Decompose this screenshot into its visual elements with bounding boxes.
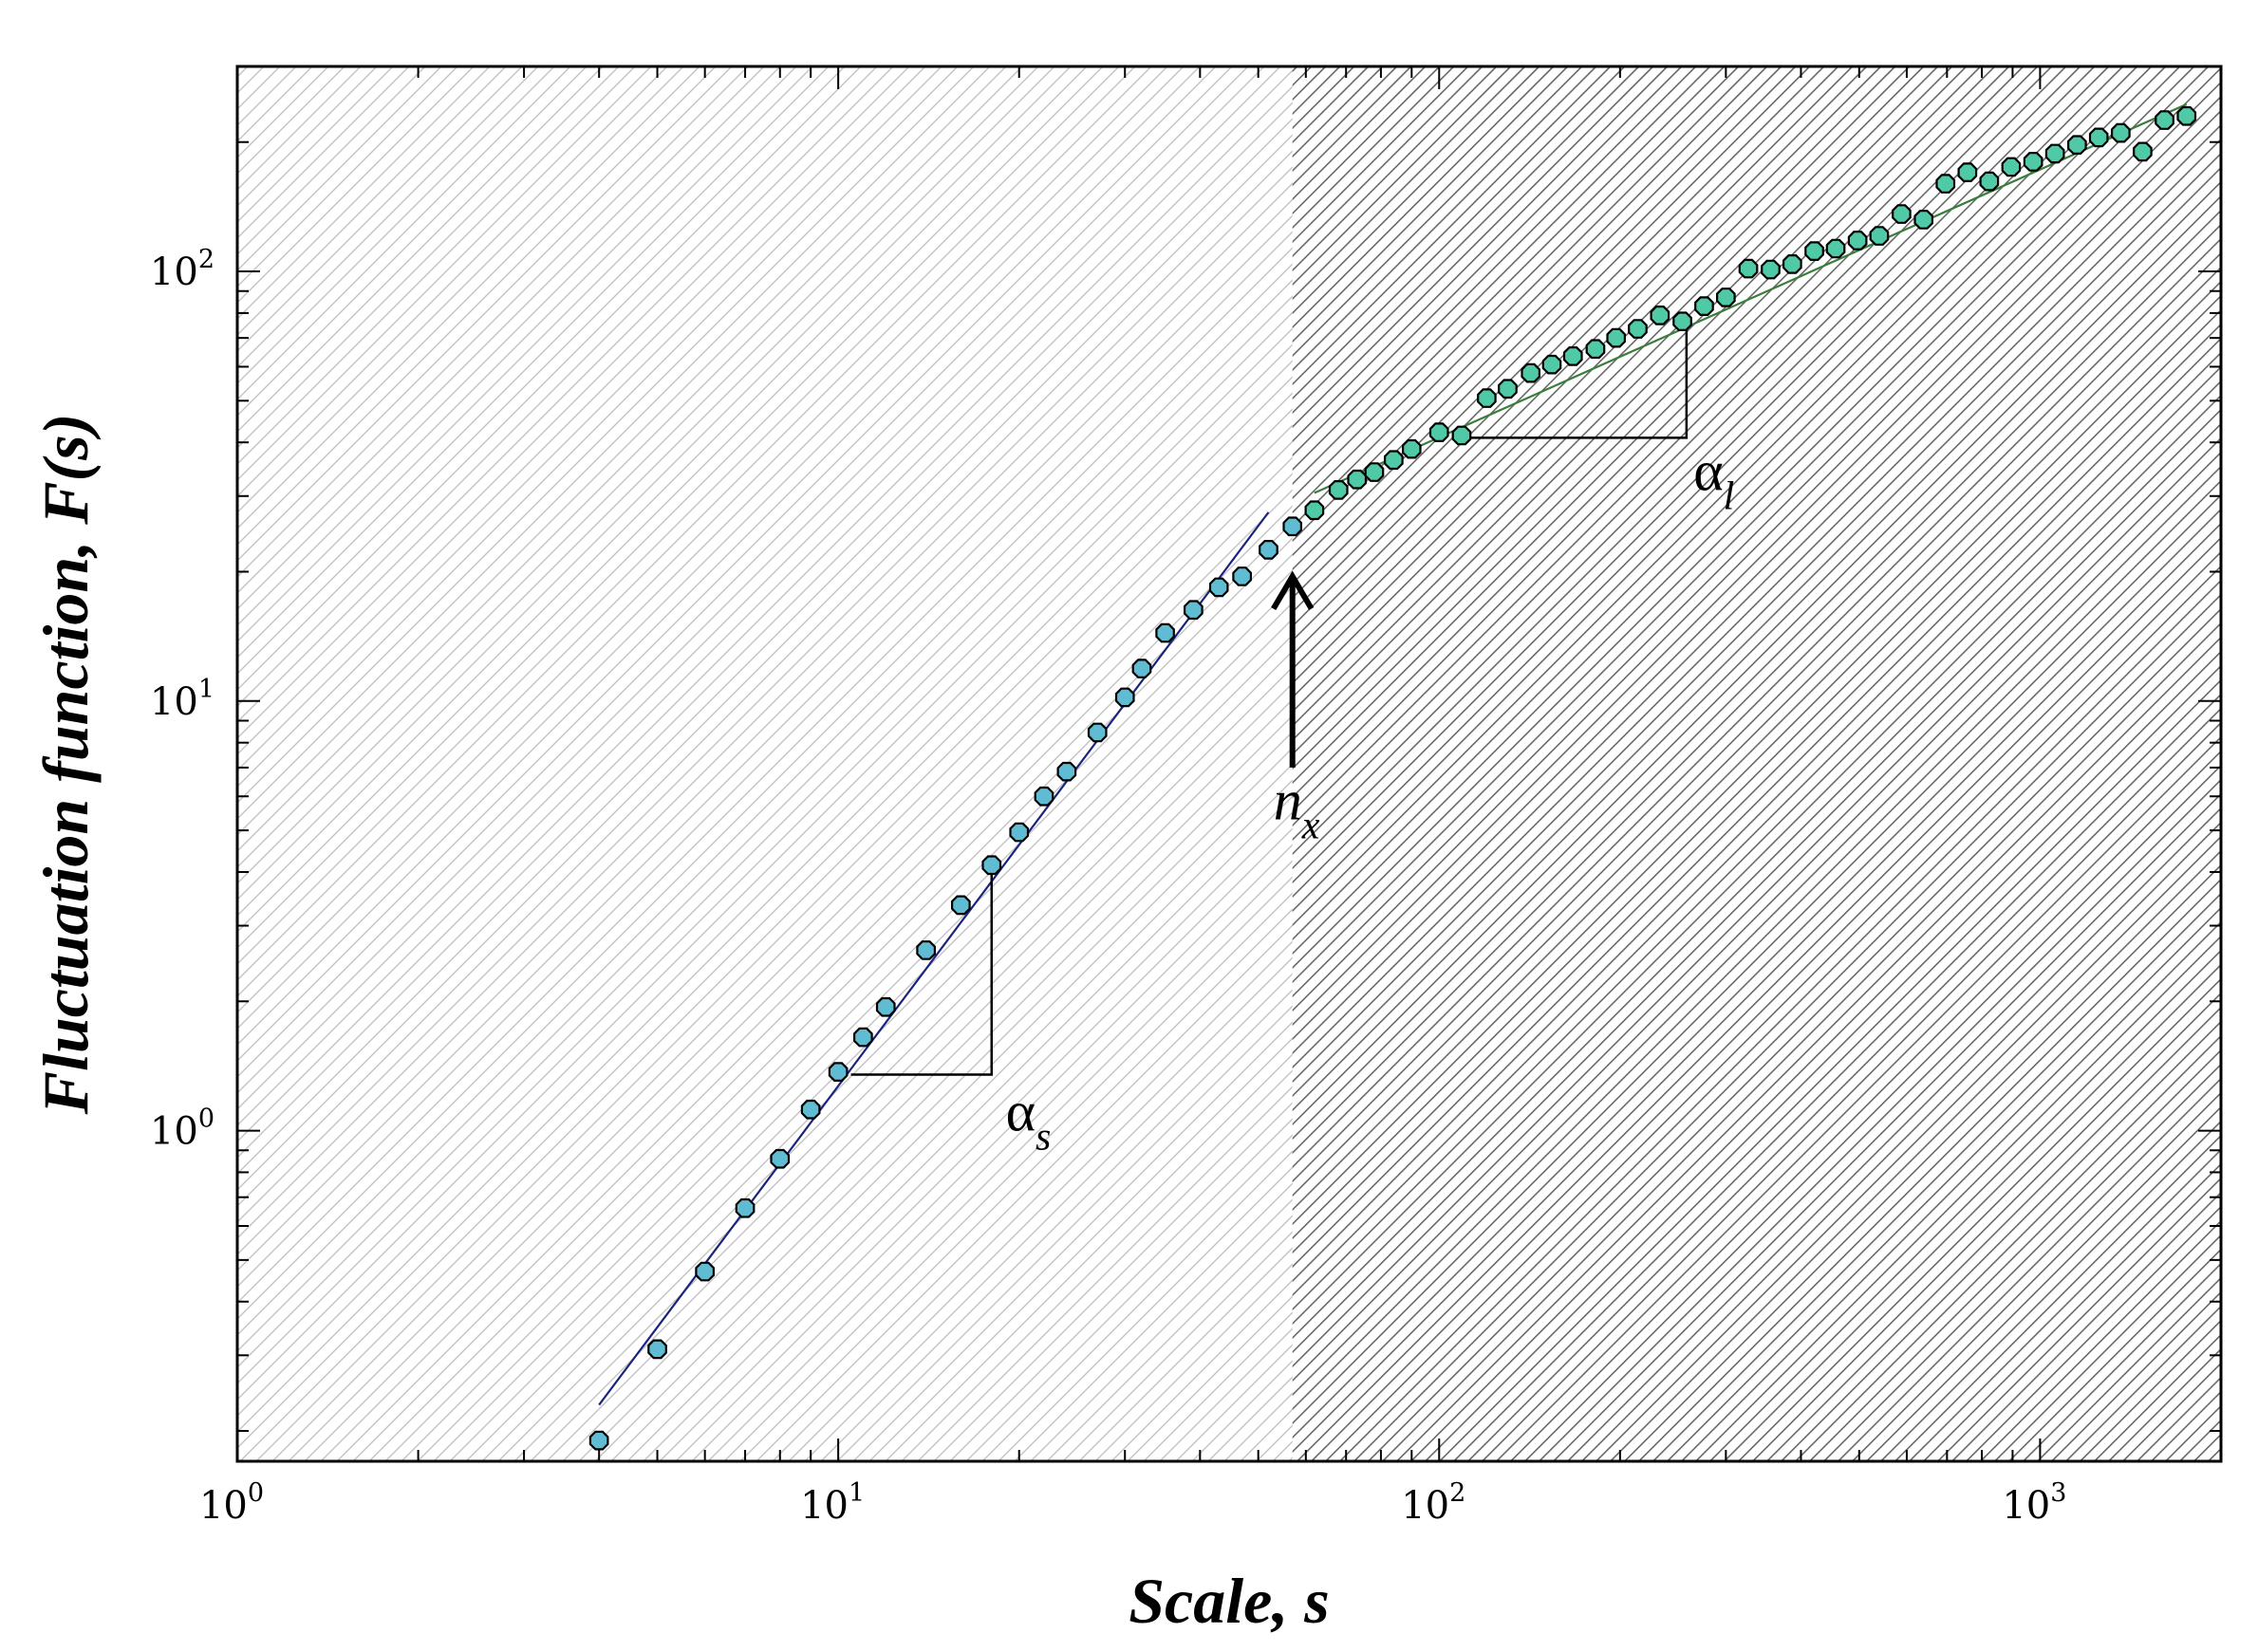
x-tick-label-3: 103: [2002, 1478, 2066, 1528]
data-point-s1-22: [1782, 254, 1802, 274]
data-point-s0-1: [647, 1339, 667, 1360]
data-point-s1-34: [2044, 143, 2065, 164]
data-point-s1-1: [1328, 480, 1349, 500]
data-point-s1-14: [1606, 327, 1627, 348]
data-point-s0-16: [1114, 687, 1135, 708]
y-axis-title: Fluctuation function, F(s): [29, 414, 102, 1116]
data-point-s1-20: [1738, 258, 1759, 279]
data-point-s1-19: [1715, 288, 1736, 307]
region-hatch-1: [1292, 66, 2221, 1461]
data-point-s1-32: [2001, 157, 2022, 177]
fit-line-0: [598, 511, 1270, 1406]
data-point-s0-21: [1232, 566, 1253, 586]
data-point-s0-4: [770, 1148, 791, 1169]
data-point-s1-31: [1979, 171, 2000, 192]
data-point-s1-21: [1761, 259, 1781, 280]
data-point-s1-7: [1451, 425, 1472, 446]
data-point-s0-3: [735, 1197, 756, 1218]
data-point-s1-23: [1804, 241, 1824, 261]
x-tick-label-1: 101: [800, 1478, 865, 1528]
data-point-s1-26: [1869, 226, 1890, 246]
crossover-arrow: [1271, 570, 1315, 768]
data-point-s1-18: [1694, 296, 1714, 316]
slope-triangles: [850, 317, 1689, 1076]
data-point-s1-2: [1347, 469, 1368, 490]
tick-labels: 100 101 102 103 100 101 102: [150, 245, 2067, 1528]
data-point-s1-12: [1562, 346, 1583, 366]
data-point-s1-6: [1428, 422, 1449, 442]
data-point-s1-37: [2111, 122, 2131, 143]
data-point-s0-13: [1034, 786, 1054, 807]
data-point-s1-8: [1477, 388, 1497, 408]
data-point-s1-36: [2088, 127, 2109, 148]
data-point-s1-25: [1847, 231, 1868, 251]
data-point-s1-39: [2155, 110, 2174, 130]
plot-frame: [235, 65, 2223, 1463]
data-point-s1-15: [1628, 319, 1648, 339]
x-tick-label-2: 102: [1401, 1478, 1465, 1528]
data-point-s1-9: [1498, 379, 1518, 399]
data-point-s1-27: [1892, 204, 1912, 224]
data-point-s0-20: [1208, 577, 1229, 598]
data-point-s0-12: [1009, 822, 1030, 843]
data-point-s0-23: [1282, 516, 1303, 537]
data-point-s1-30: [1957, 162, 1978, 182]
slope-triangle-1: [1451, 317, 1689, 439]
annotations: αs αl nx: [1006, 439, 1735, 1159]
arrow-head: [1271, 570, 1315, 610]
axis-ticks: [236, 65, 2222, 1461]
y-tick-label-1: 101: [150, 675, 215, 724]
data-point-s1-40: [2176, 105, 2197, 126]
data-point-s0-22: [1259, 539, 1278, 560]
data-point-s1-0: [1304, 500, 1325, 521]
shaded-regions: [237, 66, 2221, 1461]
data-point-s0-10: [950, 895, 971, 916]
data-point-s1-16: [1650, 306, 1670, 325]
data-point-s1-17: [1672, 311, 1692, 331]
annotation-alpha_l: αl: [1693, 439, 1734, 518]
y-tick-label-0: 100: [150, 1104, 215, 1154]
data-point-s1-38: [2133, 141, 2153, 162]
x-tick-label-0: 100: [199, 1478, 264, 1528]
data-point-s0-17: [1131, 659, 1152, 678]
annotation-nx: nx: [1274, 770, 1320, 848]
data-point-s1-3: [1364, 462, 1385, 482]
data-point-s1-29: [1935, 174, 1956, 194]
data-point-s0-11: [981, 855, 1002, 876]
data-point-s0-18: [1155, 622, 1175, 643]
data-point-s1-13: [1585, 339, 1606, 360]
data-point-s0-19: [1183, 600, 1204, 621]
data-point-s0-8: [875, 996, 896, 1017]
annotation-alpha_s: αs: [1006, 1081, 1052, 1160]
data-point-s0-6: [828, 1062, 849, 1083]
data-point-s0-15: [1087, 722, 1108, 743]
data-point-s0-5: [800, 1099, 821, 1120]
y-tick-label-2: 102: [150, 245, 215, 294]
data-point-s1-35: [2067, 135, 2087, 155]
data-point-s0-7: [852, 1027, 873, 1048]
data-point-s1-33: [2023, 152, 2043, 172]
data-point-s1-28: [1913, 210, 1934, 230]
slope-triangle-0: [850, 871, 994, 1076]
data-point-s1-10: [1521, 362, 1541, 383]
data-point-s0-0: [588, 1430, 609, 1451]
data-point-s0-14: [1056, 761, 1077, 782]
data-point-s1-24: [1825, 238, 1846, 259]
data-point-s0-2: [695, 1261, 716, 1282]
region-hatch-0: [237, 66, 1293, 1461]
region-0: [237, 66, 1293, 1461]
data-point-s1-11: [1541, 354, 1562, 375]
data-points: [588, 105, 2197, 1451]
region-1: [1292, 66, 2221, 1461]
data-point-s1-4: [1383, 450, 1404, 471]
data-point-s1-5: [1401, 438, 1422, 459]
x-axis-title: Scale, s: [1129, 1565, 1330, 1637]
data-point-s0-9: [916, 940, 937, 960]
